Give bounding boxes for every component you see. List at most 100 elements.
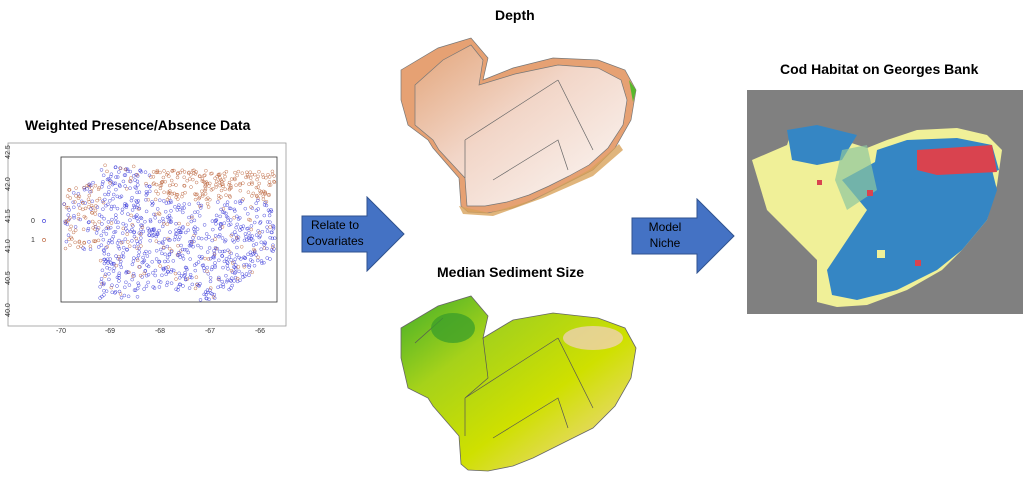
scatter-point <box>244 234 248 239</box>
scatter-point <box>218 178 223 182</box>
scatter-point <box>247 265 251 269</box>
scatter-point <box>95 198 99 203</box>
scatter-point <box>86 226 91 231</box>
scatter-point <box>256 258 260 263</box>
scatter-point <box>268 183 273 187</box>
scatter-point <box>174 183 178 187</box>
scatter-point <box>161 175 166 180</box>
scatter-point <box>148 189 152 194</box>
scatter-point <box>88 183 93 188</box>
scatter-point <box>73 240 77 245</box>
scatter-point <box>103 163 107 168</box>
scatter-point <box>181 284 185 288</box>
scatter-point <box>102 293 106 297</box>
habitat-title: Cod Habitat on Georges Bank <box>780 61 979 77</box>
scatter-point <box>247 236 251 240</box>
scatter-point <box>166 270 170 274</box>
scatter-point <box>128 169 133 174</box>
scatter-point <box>230 232 234 237</box>
scatter-point <box>93 239 97 244</box>
scatter-point <box>218 176 222 180</box>
scatter-point <box>177 271 181 276</box>
scatter-point <box>215 246 219 251</box>
scatter-point <box>132 230 136 235</box>
scatter-point <box>133 178 137 182</box>
scatter-point <box>132 288 137 292</box>
scatter-point <box>260 172 265 177</box>
scatter-point <box>106 241 111 245</box>
scatter-point <box>107 272 111 276</box>
scatter-point <box>169 249 174 254</box>
scatter-point <box>168 189 172 193</box>
scatter-point <box>167 200 171 205</box>
scatter-point <box>225 203 229 207</box>
scatter-point <box>220 210 225 214</box>
scatter-point <box>220 254 224 258</box>
scatter-point <box>217 258 221 263</box>
scatter-point <box>108 174 113 179</box>
scatter-point <box>144 284 149 288</box>
scatter-point <box>227 287 231 292</box>
scatter-point <box>170 169 174 173</box>
scatter-point <box>252 220 257 225</box>
scatter-point <box>142 271 147 276</box>
scatter-point <box>214 222 218 226</box>
scatter-point <box>164 272 168 277</box>
scatter-point <box>123 201 127 206</box>
scatter-point <box>188 240 192 244</box>
scatter-point <box>266 172 270 177</box>
scatter-point <box>227 223 231 227</box>
scatter-point <box>120 207 125 212</box>
scatter-point <box>176 205 181 210</box>
scatter-point <box>157 211 161 215</box>
model-arrow-label: Model Niche <box>631 219 699 251</box>
scatter-point <box>86 228 90 233</box>
scatter-point <box>151 271 155 275</box>
scatter-point <box>119 295 124 300</box>
scatter-point <box>135 258 140 262</box>
scatter-point <box>194 180 199 185</box>
scatter-point <box>254 201 258 206</box>
scatter-point <box>249 227 254 232</box>
scatter-point <box>68 243 72 248</box>
scatter-point <box>162 266 166 271</box>
scatter-point <box>146 264 151 269</box>
scatter-point <box>168 238 172 242</box>
scatter-point <box>95 227 100 232</box>
scatter-point <box>132 215 136 220</box>
scatter-point <box>81 246 85 250</box>
scatter-point <box>224 211 228 216</box>
scatter-point <box>239 245 244 249</box>
scatter-point <box>123 173 128 177</box>
scatter-point <box>153 273 157 278</box>
scatter-point <box>108 181 112 185</box>
scatter-point <box>95 205 100 209</box>
scatter-point <box>135 286 140 291</box>
scatter-point <box>169 178 174 183</box>
scatter-point <box>144 190 149 194</box>
scatter-point <box>188 272 193 277</box>
scatter-point <box>143 269 148 273</box>
scatter-point <box>67 208 71 212</box>
scatter-point <box>242 274 247 279</box>
scatter-point <box>183 247 187 252</box>
scatter-point <box>242 263 246 267</box>
scatter-point <box>130 195 134 200</box>
scatter-point <box>123 285 127 290</box>
scatter-point <box>186 250 191 255</box>
scatter-point <box>175 175 180 180</box>
scatter-point <box>177 250 181 255</box>
scatter-point <box>180 253 185 258</box>
scatter-point <box>180 191 185 196</box>
scatter-point <box>118 166 123 171</box>
scatter-point <box>104 232 109 236</box>
scatter-point <box>137 206 142 211</box>
scatter-point <box>146 280 150 285</box>
scatter-point <box>101 229 106 234</box>
scatter-point <box>198 174 202 179</box>
scatter-point <box>177 226 182 231</box>
scatter-point <box>128 186 132 190</box>
scatter-point <box>264 175 268 180</box>
scatter-point <box>218 222 223 226</box>
scatter-point <box>83 206 88 211</box>
